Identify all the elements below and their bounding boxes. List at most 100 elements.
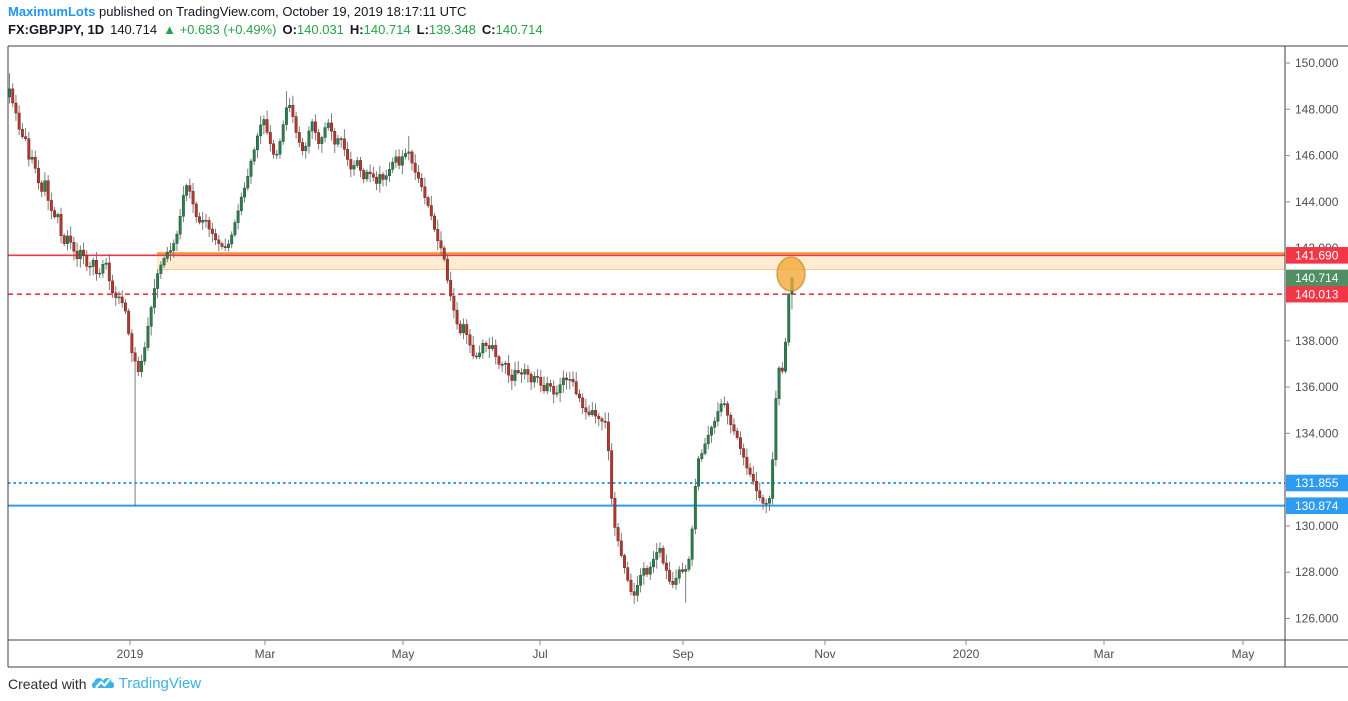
price-tag-131.855[interactable] [1286,474,1348,492]
candle-body [384,175,388,180]
price-tag-140.013[interactable] [1286,285,1348,303]
candle-body [191,191,195,205]
byline-text: published on TradingView.com, October 19… [95,4,467,19]
candle-body [198,216,201,223]
time-axis-label[interactable]: Nov [814,647,835,661]
open-value: 140.031 [296,22,344,37]
candle-body [748,467,752,475]
candle-body [214,233,218,241]
candle-body [104,262,108,265]
candle-body [359,160,362,171]
candle-body [687,558,691,570]
candle-body [233,222,237,236]
candle-body [616,527,620,542]
candle-body [362,170,366,180]
close-value: 140.714 [495,22,543,37]
candle-body [784,341,787,372]
candle-body [336,138,340,145]
candle-body [420,177,424,188]
candle-body [445,258,449,281]
candle-body [632,591,636,596]
price-tag-label: 131.855 [1295,476,1339,490]
candle-body [674,577,678,585]
candle-body [272,143,275,155]
candle-body [693,485,697,530]
candle-body [72,242,76,252]
price-tick-label: 150.000 [1295,56,1339,70]
candle-body [120,296,124,304]
candle-body [590,410,594,415]
candle-body [381,174,385,180]
highlight-circle[interactable] [776,256,806,292]
price-tag-141.690[interactable] [1286,247,1348,264]
last-price: 140.714 [110,22,158,37]
price-tick-label: 128.000 [1295,565,1339,579]
candle-body [529,374,533,383]
candle-body [761,497,765,504]
candle-body [491,345,494,349]
candle-body [188,185,192,192]
time-axis-label[interactable]: 2019 [117,647,144,661]
candle-body [407,151,411,154]
candle-body [40,182,44,192]
candle-body [455,309,459,325]
candle-body [394,156,398,163]
candle-body [239,196,243,212]
candle-body [613,497,617,528]
time-axis-label[interactable]: May [392,647,415,661]
tradingview-brand-link[interactable]: TradingView [118,675,202,692]
candle-body [210,228,214,234]
candle-body [652,559,655,568]
candle-body [481,342,485,354]
candle-body [339,138,343,140]
supply-zone-band[interactable] [157,253,1285,270]
price-tag-140.714[interactable] [1286,269,1348,287]
candle-body [346,149,350,160]
candle-body [429,205,433,217]
candle-body [207,220,211,230]
time-axis-label[interactable]: Mar [1094,647,1115,661]
candle-body [24,136,28,139]
candle-body [349,159,353,170]
candle-body [584,407,588,413]
time-axis-label[interactable]: Mar [255,647,276,661]
candle-body [568,379,572,381]
candle-body [56,214,60,218]
created-with-label: Created with [8,675,87,692]
price-tick-label: 136.000 [1295,380,1339,394]
candle-body [536,376,540,378]
candle-body [227,243,230,248]
candle-body [561,377,565,385]
candle-body [597,415,601,420]
high-label: H: [349,22,364,37]
candle-body [143,347,147,362]
candle-body [307,130,311,147]
time-axis-label[interactable]: Sep [672,647,694,661]
price-tag-130.874[interactable] [1286,497,1348,514]
high-value: 140.714 [363,22,411,37]
candle-body [600,418,604,422]
candle-body [565,377,569,381]
candle-body [710,427,713,436]
candle-body [375,176,379,184]
candle-body [539,377,543,386]
candle-body [571,379,575,383]
time-axis-label[interactable]: May [1232,647,1255,661]
author-link[interactable]: MaximumLots [8,4,96,19]
candle-body [201,219,205,223]
candle-body [175,233,179,244]
candle-body [243,187,247,198]
candle-body [738,437,742,449]
price-tag-label: 141.690 [1295,249,1339,263]
candle-body [297,132,301,143]
candle-body [217,239,221,244]
time-axis-label[interactable]: Jul [532,647,547,661]
candle-body [123,302,127,312]
candle-body [706,434,710,445]
symbol-label[interactable]: FX:GBPJPY, 1D [8,22,105,37]
candle-body [178,216,182,235]
time-axis-label[interactable]: 2020 [953,647,980,661]
candle-body [549,383,552,387]
candle-body [606,421,610,451]
